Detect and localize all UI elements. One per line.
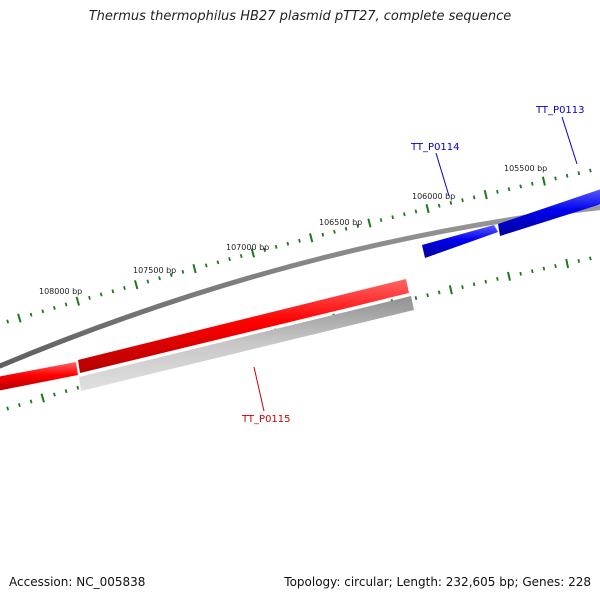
sequence-summary: Topology: circular; Length: 232,605 bp; … (284, 575, 591, 589)
minor-tick (531, 181, 534, 186)
minor-tick (41, 309, 45, 314)
minor-tick (99, 292, 103, 297)
major-tick (309, 233, 314, 243)
major-tick (425, 203, 430, 214)
minor-tick (565, 173, 569, 178)
minor-tick (123, 285, 126, 290)
minor-tick (496, 189, 499, 194)
minor-tick (263, 247, 266, 252)
major-tick (448, 285, 453, 295)
major-tick (367, 218, 372, 228)
minor-tick (414, 296, 418, 301)
tick-label: 105500 bp (504, 164, 547, 173)
minor-tick (298, 238, 301, 243)
minor-tick (333, 229, 336, 234)
minor-tick (321, 232, 325, 237)
major-tick (250, 248, 255, 258)
leader-line-TT_P0115 (253, 366, 265, 412)
minor-tick (64, 389, 68, 394)
minor-tick (88, 295, 91, 300)
tick-label: 107000 bp (226, 243, 269, 252)
minor-tick (76, 385, 80, 390)
gene-label-TT_P0113[interactable]: TT_P0113 (535, 105, 585, 116)
minor-tick (577, 259, 580, 263)
minor-tick (53, 305, 56, 310)
tick-label: 106500 bp (319, 218, 362, 227)
minor-tick (18, 402, 21, 407)
gene-label-TT_P0114[interactable]: TT_P0114 (410, 142, 460, 153)
minor-tick (239, 254, 243, 259)
tick-label: 107500 bp (133, 266, 176, 275)
minor-tick (449, 200, 453, 205)
minor-tick (391, 215, 394, 220)
outer-tick-ring (6, 168, 592, 324)
minor-tick (437, 203, 441, 208)
minor-tick (169, 273, 173, 277)
gene-red-left-arrow[interactable] (0, 362, 78, 391)
gene-label-TT_P0115[interactable]: TT_P0115 (241, 414, 291, 425)
minor-tick (379, 218, 383, 223)
major-tick (17, 313, 22, 323)
minor-tick (216, 260, 220, 265)
gene-TT_P0114-arrow[interactable] (422, 225, 498, 258)
leader-line-TT_P0113 (561, 116, 578, 165)
minor-tick (496, 276, 499, 281)
leader-line-TT_P0114 (435, 152, 450, 197)
minor-tick (484, 279, 488, 284)
major-tick (192, 264, 197, 274)
minor-tick (519, 184, 522, 189)
minor-tick (589, 168, 592, 173)
minor-tick (426, 293, 429, 298)
minor-tick (542, 266, 546, 271)
minor-tick (531, 269, 534, 274)
minor-tick (472, 195, 476, 200)
major-tick (483, 189, 488, 200)
major-tick (40, 393, 45, 403)
accession-text: Accession: NC_005838 (9, 575, 146, 589)
minor-tick (181, 269, 185, 274)
minor-tick (554, 264, 557, 269)
tick-label: 108000 bp (39, 287, 82, 296)
minor-tick (507, 187, 511, 192)
minor-tick (228, 257, 231, 262)
minor-tick (6, 319, 10, 324)
minor-tick (158, 276, 161, 281)
major-tick (541, 176, 546, 186)
gene-TT_P0113-arrow[interactable] (498, 189, 600, 236)
minor-tick (519, 271, 522, 276)
tick-labels: 108000 bp 107500 bp 107000 bp 106500 bp … (39, 164, 547, 296)
minor-tick (577, 171, 581, 176)
minor-tick (274, 244, 278, 249)
minor-tick (204, 263, 208, 268)
minor-tick (286, 241, 290, 246)
gene-TT_P0115-arrow[interactable] (78, 279, 409, 373)
gene-gray-reverse-arrow[interactable] (79, 296, 414, 391)
map-title: Thermus thermophilus HB27 plasmid pTT27,… (88, 9, 512, 24)
minor-tick (64, 302, 68, 307)
minor-tick (437, 290, 441, 295)
minor-tick (472, 282, 476, 287)
minor-tick (111, 289, 115, 294)
minor-tick (29, 399, 33, 404)
minor-tick (461, 198, 464, 203)
major-tick (75, 296, 80, 306)
minor-tick (461, 285, 464, 290)
tick-label: 106000 bp (412, 192, 455, 201)
minor-tick (356, 223, 360, 228)
minor-tick (344, 226, 348, 231)
minor-tick (146, 279, 150, 284)
major-tick (507, 271, 511, 281)
minor-tick (6, 406, 10, 411)
minor-tick (554, 176, 557, 181)
minor-tick (403, 212, 406, 217)
minor-tick (53, 392, 56, 397)
major-tick (565, 258, 570, 269)
minor-tick (414, 209, 418, 214)
minor-tick (29, 312, 33, 317)
major-tick (134, 280, 139, 290)
minor-tick (589, 256, 592, 261)
